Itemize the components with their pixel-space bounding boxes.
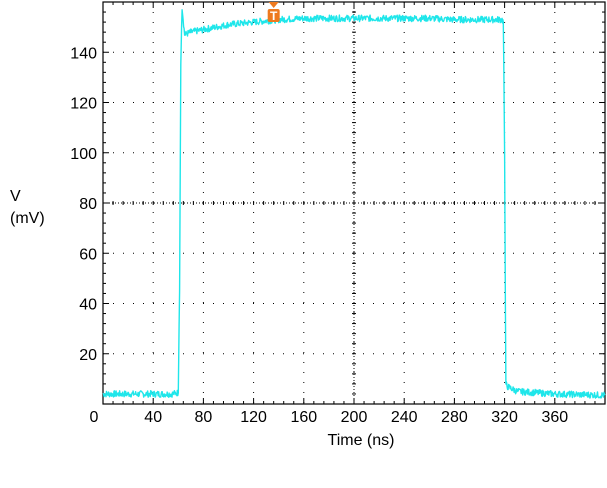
y-tick-label: 140	[70, 45, 97, 62]
x-tick-label: 80	[195, 409, 213, 426]
x-tick-label: 0	[90, 409, 99, 426]
y-tick-labels: 20 40 60 80 100 120 140	[70, 45, 97, 364]
trigger-arrow	[268, 2, 279, 8]
signal-trace	[102, 9, 606, 399]
x-tick-label: 200	[341, 409, 368, 426]
y-tick-label: 20	[79, 347, 97, 364]
x-tick-label: 320	[491, 409, 518, 426]
trigger-badge	[267, 9, 280, 22]
x-tick-labels: 0 40 80 120 160 200 240 280 320 360	[90, 409, 569, 426]
y-tick-label: 120	[70, 96, 97, 113]
trigger-marker: T	[267, 2, 280, 23]
x-axis-title: Time (ns)	[327, 432, 395, 449]
trigger-label: T	[270, 9, 278, 23]
x-tick-label: 280	[441, 409, 468, 426]
y-axis-symbol: V	[10, 188, 21, 205]
y-axis-title: V (mV)	[10, 186, 45, 230]
y-tick-label: 80	[79, 196, 97, 213]
x-tick-label: 40	[144, 409, 162, 426]
y-tick-label: 40	[79, 297, 97, 314]
x-tick-label: 120	[240, 409, 267, 426]
x-tick-label: 240	[391, 409, 418, 426]
signal-line	[102, 9, 606, 399]
y-tick-label: 60	[79, 246, 97, 263]
y-axis-unit: (mV)	[10, 210, 45, 227]
y-tick-label: 100	[70, 146, 97, 163]
x-tick-label: 160	[290, 409, 317, 426]
x-tick-label: 360	[541, 409, 568, 426]
